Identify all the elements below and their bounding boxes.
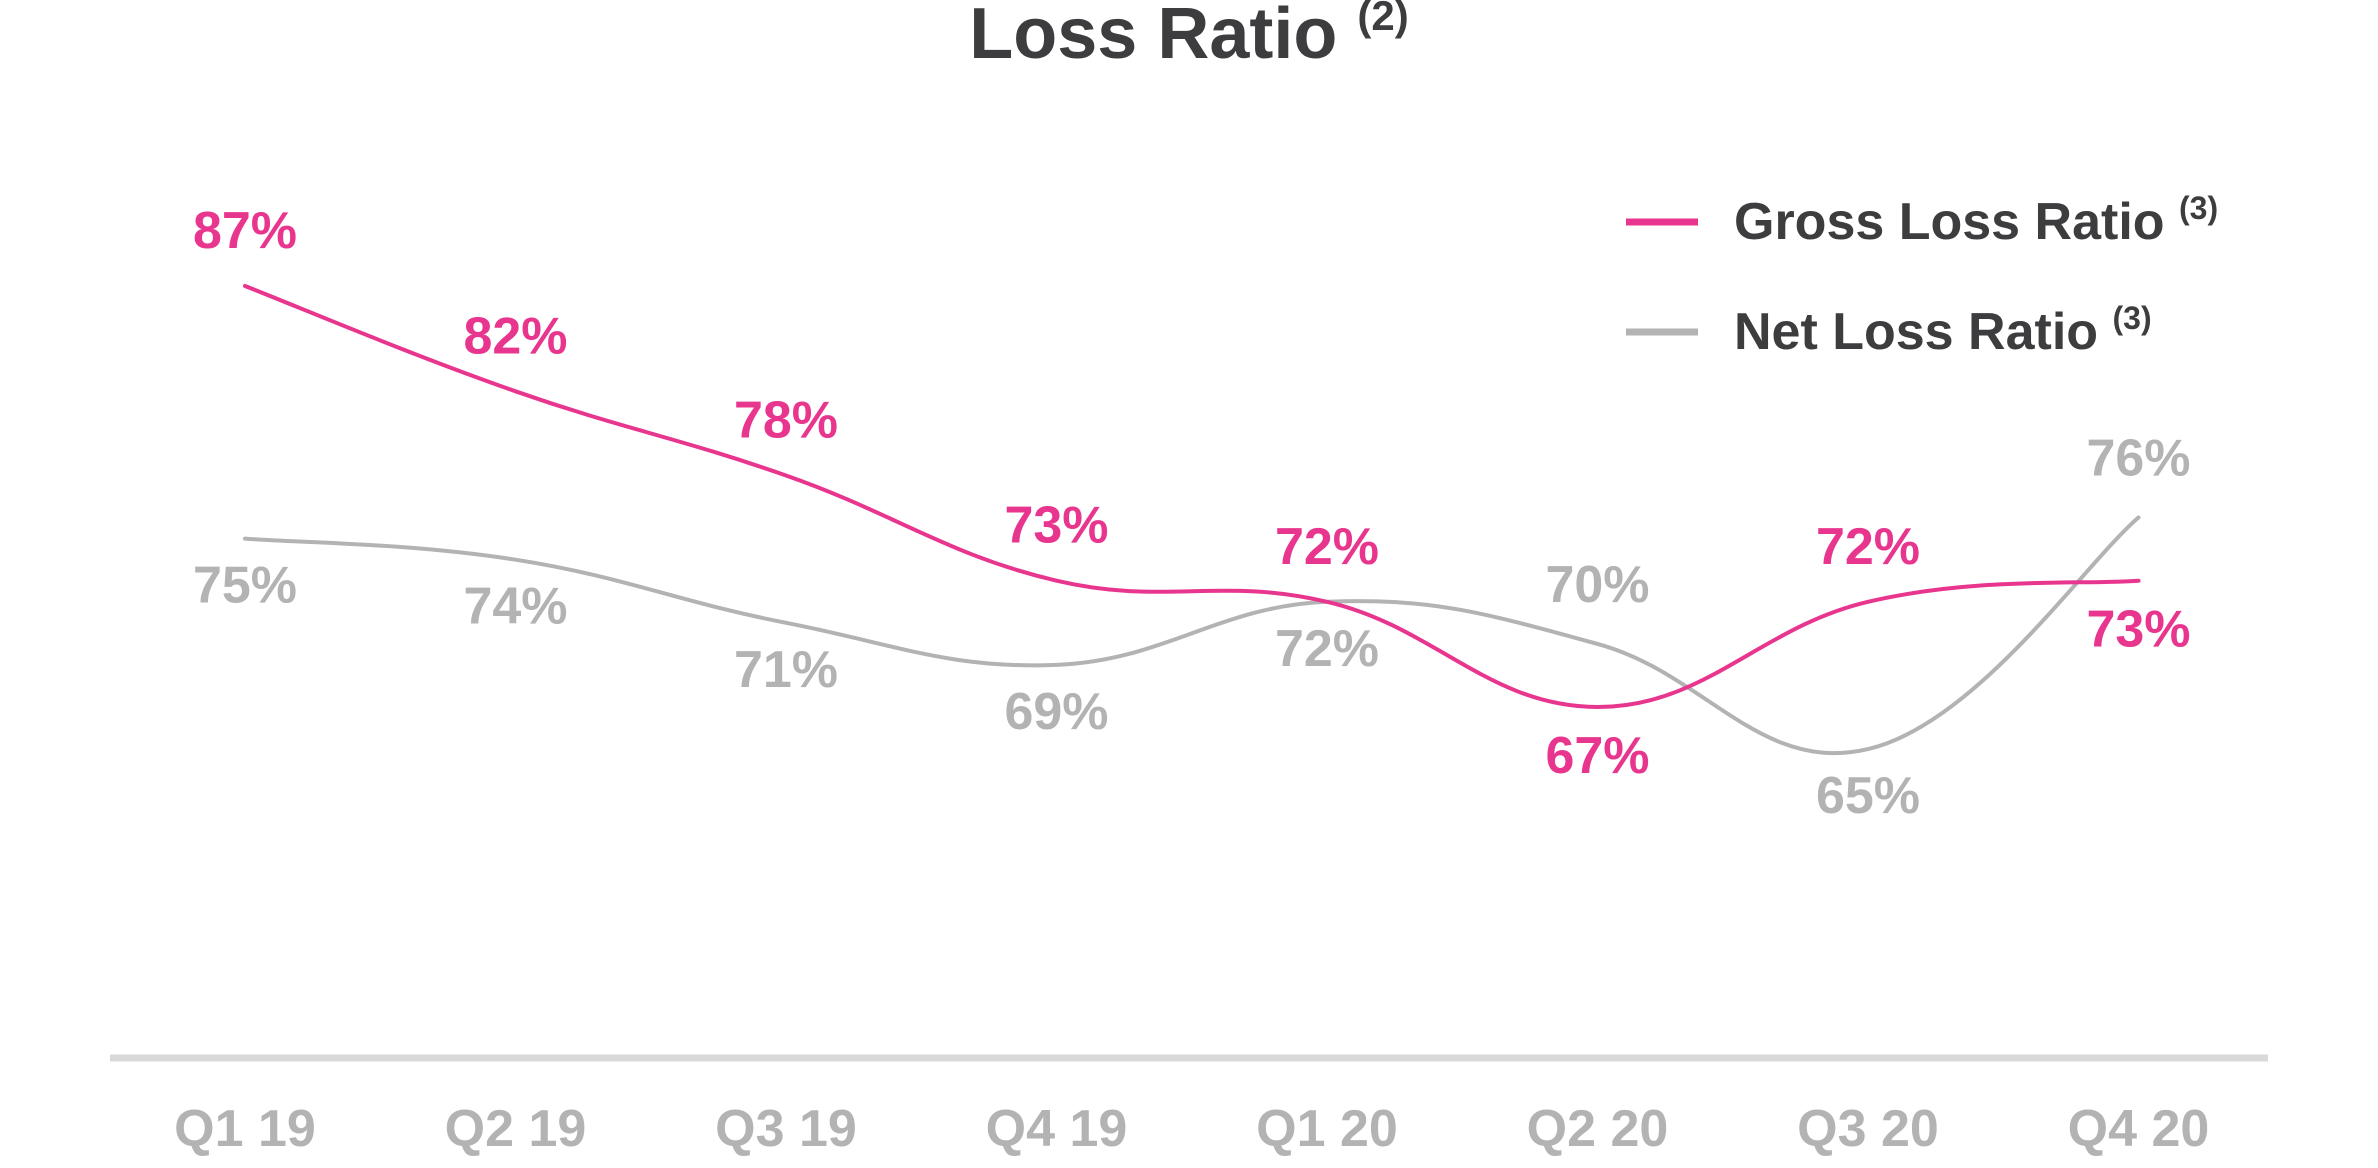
series-line-net-loss-ratio bbox=[243, 515, 2141, 756]
data-label-gross-2: 78% bbox=[734, 391, 838, 449]
data-label-net-4: 72% bbox=[1275, 620, 1379, 678]
series-line-gross-loss-ratio bbox=[243, 284, 2141, 710]
x-tick-label-5: Q2 20 bbox=[1527, 1100, 1669, 1158]
legend-label-1: Net Loss Ratio (3) bbox=[1734, 300, 2152, 361]
data-label-gross-7: 73% bbox=[2086, 601, 2190, 659]
chart-title-superscript: (2) bbox=[1357, 0, 1408, 39]
x-tick-label-7: Q4 20 bbox=[2068, 1100, 2210, 1158]
data-label-gross-0: 87% bbox=[193, 202, 297, 260]
data-label-gross-1: 82% bbox=[463, 307, 567, 365]
data-label-gross-4: 72% bbox=[1275, 518, 1379, 576]
legend-name-0: Gross Loss Ratio bbox=[1734, 193, 2179, 251]
x-tick-label-2: Q3 19 bbox=[715, 1100, 857, 1158]
series-lines bbox=[243, 284, 2141, 756]
data-label-net-3: 69% bbox=[1004, 683, 1108, 741]
chart-title-main: Loss Ratio bbox=[969, 0, 1357, 74]
chart-title: Loss Ratio (2) bbox=[969, 0, 1408, 74]
x-tick-label-3: Q4 19 bbox=[986, 1100, 1128, 1158]
data-label-gross-6: 72% bbox=[1816, 518, 1920, 576]
data-label-gross-5: 67% bbox=[1545, 727, 1649, 785]
x-tick-label-6: Q3 20 bbox=[1797, 1100, 1939, 1158]
legend-superscript-0: (3) bbox=[2179, 190, 2218, 226]
data-label-net-1: 74% bbox=[463, 578, 567, 636]
x-axis-ticks: Q1 19 Q2 19 Q3 19 Q4 19 Q1 20 Q2 20 Q3 20 Q4 20 bbox=[174, 1100, 2209, 1158]
data-label-net-0: 75% bbox=[193, 557, 297, 615]
chart-title-text: Loss Ratio (2) bbox=[969, 0, 1408, 74]
legend-superscript-1: (3) bbox=[2113, 300, 2152, 336]
data-label-net-2: 71% bbox=[734, 641, 838, 699]
data-label-net-5: 70% bbox=[1545, 556, 1649, 614]
chart-legend: Gross Loss Ratio (3)Net Loss Ratio (3) bbox=[1626, 190, 2218, 361]
data-label-gross-3: 73% bbox=[1004, 497, 1108, 555]
x-tick-label-4: Q1 20 bbox=[1256, 1100, 1398, 1158]
legend-name-1: Net Loss Ratio bbox=[1734, 303, 2113, 361]
data-label-net-7: 76% bbox=[2086, 430, 2190, 488]
x-tick-label-0: Q1 19 bbox=[174, 1100, 316, 1158]
data-labels: 87% 75% 82% 74% 78% 71% 73% 69% 72% 72% 67% 70% 72% 6… bbox=[193, 202, 2191, 825]
data-label-net-6: 65% bbox=[1816, 767, 1920, 825]
x-tick-label-1: Q2 19 bbox=[445, 1100, 587, 1158]
legend-label-0: Gross Loss Ratio (3) bbox=[1734, 190, 2218, 251]
